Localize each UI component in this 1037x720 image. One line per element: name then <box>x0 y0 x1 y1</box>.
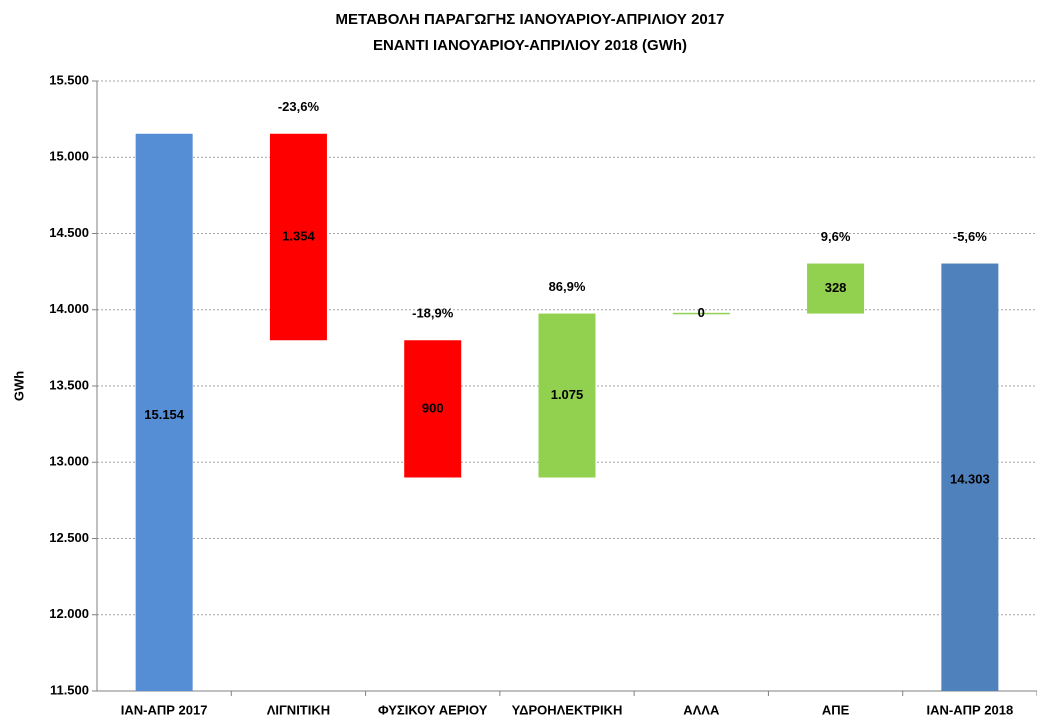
y-tick-label: 13.000 <box>49 454 89 469</box>
y-tick-label: 14.500 <box>49 225 89 240</box>
bar <box>404 340 462 478</box>
bar <box>135 133 193 691</box>
bar <box>538 313 596 478</box>
percent-label: -5,6% <box>953 229 987 244</box>
percent-label: 9,6% <box>821 229 851 244</box>
x-tick-label: ΙΑΝ-ΑΠΡ 2017 <box>121 702 208 717</box>
y-tick-label: 15.000 <box>49 149 89 164</box>
value-label: 1.354 <box>282 228 315 243</box>
bar <box>807 263 865 314</box>
percent-label: -23,6% <box>278 99 320 114</box>
x-tick-label: ΑΛΛΑ <box>683 702 720 717</box>
chart-title: ΜΕΤΑΒΟΛΗ ΠΑΡΑΓΩΓΗΣ ΙΑΝΟΥΑΡΙΟΥ-ΑΠΡΙΛΙΟΥ 2… <box>336 11 725 28</box>
y-tick-label: 15.500 <box>49 72 89 87</box>
chart-title: ΕΝΑΝΤΙ ΙΑΝΟΥΑΡΙΟΥ-ΑΠΡΙΛΙΟΥ 2018 (GWh) <box>373 37 687 54</box>
value-label: 15.154 <box>144 407 185 422</box>
x-tick-label: ΑΠΕ <box>822 702 850 717</box>
bar <box>269 133 327 341</box>
percent-label: 86,9% <box>549 279 586 294</box>
value-label: 900 <box>422 400 444 415</box>
value-label: 0 <box>698 305 705 320</box>
x-tick-label: ΦΥΣΙΚΟΥ ΑΕΡΙΟΥ <box>378 702 488 717</box>
y-tick-label: 11.500 <box>50 682 89 697</box>
y-tick-label: 12.000 <box>49 606 89 621</box>
bar <box>941 263 999 691</box>
value-label: 1.075 <box>551 387 584 402</box>
y-tick-label: 13.500 <box>49 377 89 392</box>
y-tick-label: 14.000 <box>49 301 89 316</box>
bar <box>672 312 730 315</box>
y-tick-label: 12.500 <box>49 530 89 545</box>
x-tick-label: ΥΔΡΟΗΛΕΚΤΡΙΚΗ <box>512 702 623 717</box>
x-tick-label: ΛΙΓΝΙΤΙΚΗ <box>267 702 330 717</box>
percent-label: -18,9% <box>412 306 454 321</box>
x-tick-label: ΙΑΝ-ΑΠΡ 2018 <box>927 702 1014 717</box>
value-label: 328 <box>825 280 847 295</box>
y-axis-label: GWh <box>11 371 26 401</box>
value-label: 14.303 <box>950 472 990 487</box>
